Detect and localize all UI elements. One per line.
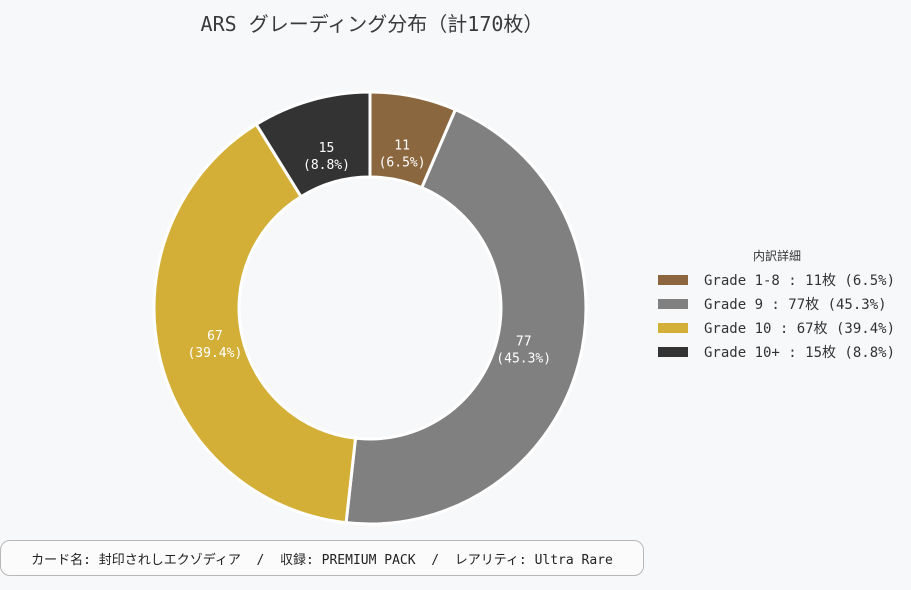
- slice-percent-label: (6.5%): [379, 155, 426, 170]
- donut-chart: 11 (6.5%) 77 (45.3%) 67 (39.4%) 15 (8.8%): [152, 90, 588, 526]
- legend-swatch: [658, 275, 688, 285]
- legend: 内訳詳細 Grade 1-8 : 11枚 (6.5%) Grade 9 : 77…: [651, 247, 903, 364]
- legend-item-grade-10-plus: Grade 10+ : 15枚 (8.8%): [651, 340, 903, 364]
- slice-percent-label: (39.4%): [187, 346, 242, 361]
- chart-title: ARS グレーディング分布（計170枚）: [200, 12, 544, 36]
- legend-label: Grade 10+ : 15枚 (8.8%): [704, 345, 896, 361]
- slice-percent-label: (8.8%): [303, 158, 350, 173]
- slice-value-label: 15: [319, 141, 335, 156]
- legend-label: Grade 10 : 67枚 (39.4%): [704, 321, 896, 337]
- donut-slice-grade-10: [152, 122, 358, 525]
- slice-value-label: 67: [207, 329, 223, 344]
- card-info-footer: カード名: 封印されしエクゾディア / 収録: PREMIUM PACK / レ…: [0, 540, 644, 576]
- legend-item-grade-1-8: Grade 1-8 : 11枚 (6.5%): [651, 268, 903, 292]
- legend-title: 内訳詳細: [752, 249, 801, 263]
- legend-item-grade-10: Grade 10 : 67枚 (39.4%): [651, 316, 903, 340]
- legend-swatch: [658, 299, 688, 309]
- legend-swatch: [658, 323, 688, 333]
- donut-slice-grade-9: [344, 107, 588, 526]
- slice-value-label: 77: [516, 335, 532, 350]
- legend-label: Grade 1-8 : 11枚 (6.5%): [704, 273, 896, 289]
- legend-label: Grade 9 : 77枚 (45.3%): [704, 297, 887, 313]
- slice-percent-label: (45.3%): [496, 352, 551, 367]
- donut-slice-grade-10: [254, 90, 372, 199]
- legend-swatch: [658, 347, 688, 357]
- legend-item-grade-9: Grade 9 : 77枚 (45.3%): [651, 292, 903, 316]
- slice-value-label: 11: [394, 138, 410, 153]
